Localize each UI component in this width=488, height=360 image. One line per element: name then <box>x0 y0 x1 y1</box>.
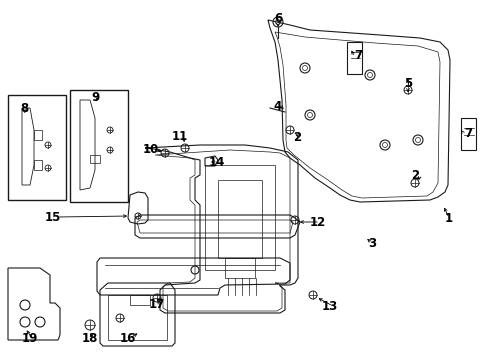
Text: 19: 19 <box>22 332 38 345</box>
Text: 13: 13 <box>321 300 337 312</box>
Text: 11: 11 <box>171 130 188 143</box>
Text: 17: 17 <box>148 298 165 311</box>
Text: 15: 15 <box>45 211 61 224</box>
Bar <box>346 42 361 74</box>
Text: 9: 9 <box>91 90 99 104</box>
Text: 1: 1 <box>444 212 452 225</box>
Text: 18: 18 <box>81 332 98 345</box>
Text: 10: 10 <box>142 143 159 156</box>
Text: 8: 8 <box>20 102 28 114</box>
Text: 14: 14 <box>208 156 225 168</box>
Text: 4: 4 <box>273 99 282 113</box>
Text: 2: 2 <box>292 131 301 144</box>
Text: 3: 3 <box>367 237 375 249</box>
Bar <box>70 90 128 202</box>
Bar <box>460 118 475 150</box>
Text: 6: 6 <box>273 12 282 24</box>
Text: 16: 16 <box>120 332 136 345</box>
Text: 2: 2 <box>410 168 418 181</box>
Text: 7: 7 <box>463 126 471 140</box>
Bar <box>8 95 66 200</box>
Text: 12: 12 <box>309 216 325 229</box>
Text: 7: 7 <box>353 49 361 62</box>
Text: 5: 5 <box>403 77 411 90</box>
